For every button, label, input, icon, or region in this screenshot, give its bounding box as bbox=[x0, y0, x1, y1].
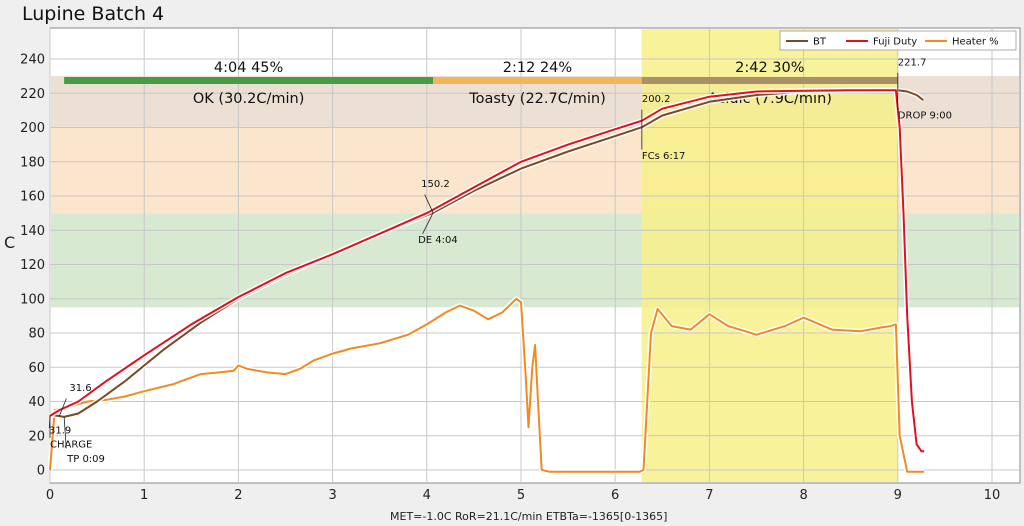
grid bbox=[49, 28, 1020, 483]
annotation-leader bbox=[422, 212, 434, 234]
y-tick-label: 20 bbox=[28, 429, 45, 444]
y-tick-label: 40 bbox=[28, 395, 45, 410]
phase-time-label: 2:42 30% bbox=[735, 60, 804, 76]
phase-time-label: 2:12 24% bbox=[503, 60, 572, 76]
annotation-event: FCs 6:17 bbox=[642, 151, 686, 162]
x-tick-label: 3 bbox=[328, 488, 336, 503]
y-tick-label: 0 bbox=[37, 464, 45, 479]
annotation-value: 200.2 bbox=[642, 94, 671, 105]
annotation-value: 150.2 bbox=[421, 179, 450, 190]
annotation-leader bbox=[424, 194, 434, 213]
annotation-leader bbox=[63, 416, 67, 449]
y-tick-label: 140 bbox=[20, 224, 45, 239]
x-tick-label: 4 bbox=[423, 488, 431, 503]
annotation-value: 31.9 bbox=[49, 425, 71, 436]
chart-title: Lupine Batch 4 bbox=[22, 3, 164, 25]
y-tick-label: 120 bbox=[20, 258, 45, 273]
annotation-event: TP 0:09 bbox=[66, 454, 105, 465]
annotation-value: 221.7 bbox=[898, 57, 927, 68]
x-tick-label: 6 bbox=[611, 488, 619, 503]
annotation-value: 31.6 bbox=[69, 383, 91, 394]
y-tick-label: 60 bbox=[28, 361, 45, 376]
y-tick-label: 180 bbox=[20, 155, 45, 170]
legend-label: Fuji Duty bbox=[873, 37, 917, 48]
phase-bar-1 bbox=[433, 77, 642, 84]
x-tick-label: 0 bbox=[46, 488, 54, 503]
x-tick-label: 5 bbox=[517, 488, 525, 503]
y-tick-label: 160 bbox=[20, 190, 45, 205]
y-tick-label: 200 bbox=[20, 121, 45, 136]
x-tick-label: 7 bbox=[705, 488, 713, 503]
y-tick-label: 100 bbox=[20, 292, 45, 307]
y-tick-label: 220 bbox=[20, 87, 45, 102]
series-line-fuji-duty bbox=[49, 89, 925, 453]
phase-bar-2 bbox=[641, 77, 898, 84]
x-tick-label: 9 bbox=[894, 488, 902, 503]
annotation-leader bbox=[59, 398, 67, 417]
x-tick-label: 1 bbox=[140, 488, 148, 503]
annotation-event: DROP 9:00 bbox=[898, 110, 952, 121]
x-tick-label: 2 bbox=[234, 488, 242, 503]
phase-name-label: Toasty (22.7C/min) bbox=[468, 91, 606, 107]
y-axis-label: C bbox=[4, 233, 15, 252]
annotation-event: DE 4:04 bbox=[418, 235, 458, 246]
phase-name-label: OK (30.2C/min) bbox=[193, 91, 304, 107]
phase-bars: 4:04 45% OK (30.2C/min) 2:12 24% Toasty (22… bbox=[64, 60, 898, 107]
footer-readout: MET=-1.0C RoR=21.1C/min ETBTa=-1365[0-13… bbox=[390, 510, 667, 523]
series-lines bbox=[47, 87, 925, 475]
axes: 0 1 2 3 4 5 6 7 8 9 100204060801001201401601802002… bbox=[20, 53, 1000, 504]
phase-time-label: 4:04 45% bbox=[214, 60, 283, 76]
annotation-event: CHARGE bbox=[50, 439, 92, 450]
phase-bar-0 bbox=[64, 77, 434, 84]
event-annotations: 31.6 31.9 CHARGE TP 0:09 150.2 DE 4:04 200.2 FC… bbox=[48, 57, 952, 465]
legend-label: BT bbox=[813, 37, 827, 48]
legend-label: Heater % bbox=[952, 37, 999, 48]
y-tick-label: 80 bbox=[28, 327, 45, 342]
legend-box bbox=[779, 30, 1017, 51]
x-tick-label: 10 bbox=[984, 488, 1001, 503]
y-tick-label: 240 bbox=[20, 53, 45, 68]
legend: BT Fuji Duty Heater % bbox=[779, 30, 1017, 51]
x-tick-label: 8 bbox=[799, 488, 807, 503]
series-line-heater- bbox=[49, 297, 925, 473]
